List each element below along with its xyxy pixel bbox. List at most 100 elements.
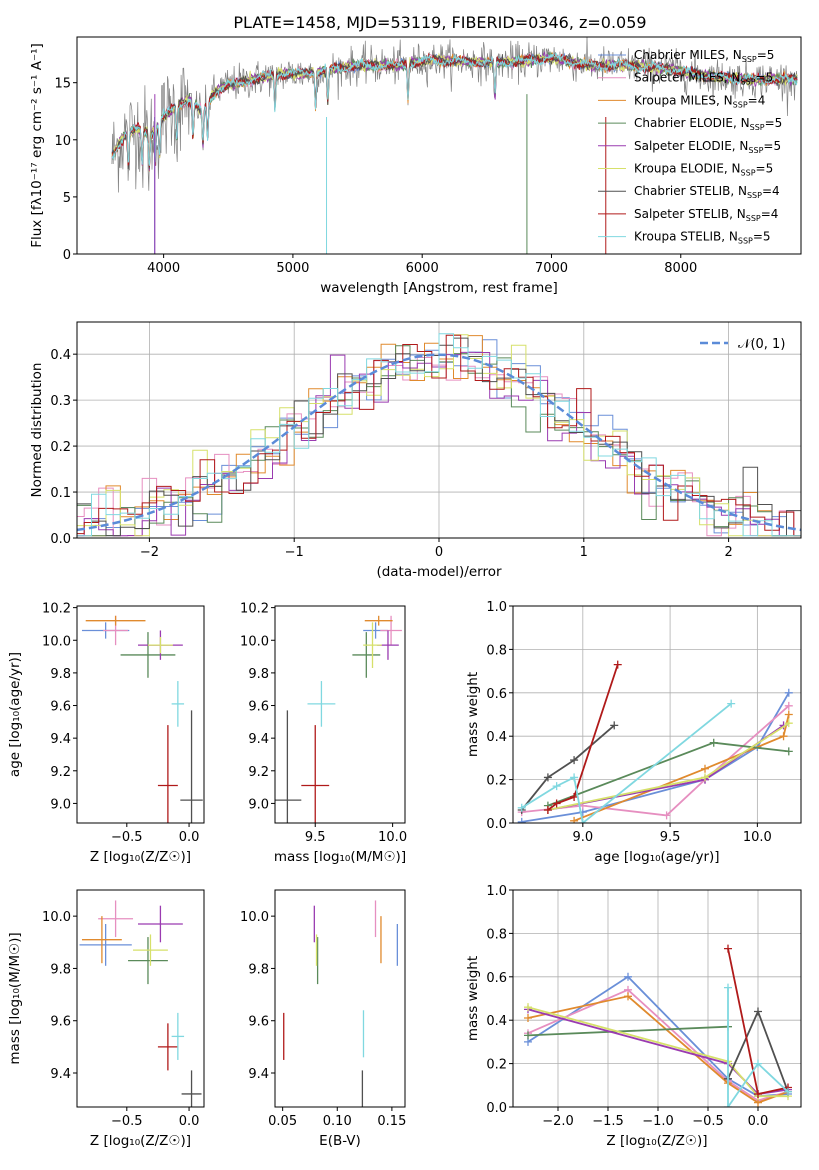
y-tick-label: 9.6	[50, 1015, 71, 1030]
y-tick-label: 9.0	[248, 797, 269, 812]
x-tick-label: 5000	[276, 261, 309, 276]
x-tick-label: 9.5	[660, 830, 681, 845]
point-marker	[552, 799, 561, 808]
x-axis-label: age [log₁₀(age/yr)]	[594, 849, 719, 865]
panel-mass-vs-EBV: 0.05 0.10 0.15 9.4 9.6 9.8 10.0 E(B-V)	[240, 889, 406, 1149]
x-tick-label: 0.05	[268, 1114, 297, 1129]
panel-residuals: −2 −1 0 1 2 0.0 0.1 0.2 0.3 0.4 (data-model)/error…	[29, 321, 802, 580]
errorbar-chabrier-elodie	[120, 632, 176, 678]
errorbar-kroupa-elodie	[133, 934, 168, 966]
normal-curve	[77, 353, 801, 532]
legend-label: Salpeter ELODIE, NSSP=5	[634, 139, 781, 155]
errorbar-salpeter-stelib	[157, 1023, 178, 1071]
legend-label: Kroupa STELIB, NSSP=5	[634, 230, 771, 246]
x-tick-label: −0.5	[111, 830, 143, 845]
x-tick-label: 4000	[147, 261, 180, 276]
legend: 𝒩(0, 1)	[700, 337, 785, 352]
x-tick-label: −2.0	[542, 1114, 574, 1129]
panel-massweight-vs-Z: −2.0 −1.5 −1.0 −0.5 0.0 0.0 0.2 0.4 0.6 0.8 1.0 Z […	[465, 884, 802, 1149]
figure-title: PLATE=1458, MJD=53119, FIBERID=0346, z=0…	[233, 13, 646, 32]
errorbar-kroupa-miles	[85, 615, 146, 626]
point-marker	[784, 747, 793, 756]
series-salpeter-stelib	[547, 664, 619, 811]
point-marker	[570, 792, 579, 801]
x-tick-label: −2	[140, 545, 159, 560]
y-tick-label: 15	[54, 77, 71, 92]
x-tick-label: 0.0	[179, 830, 200, 845]
axes-frame	[512, 605, 802, 824]
x-tick-label: 0.15	[377, 1114, 406, 1129]
errorbar-kroupa-miles	[81, 916, 122, 964]
y-tick-label: 9.0	[50, 797, 71, 812]
y-axis-label: Normed distribution	[29, 363, 45, 498]
errorbar-chabrier-stelib	[181, 1070, 202, 1107]
y-tick-label: 0.4	[486, 1014, 507, 1029]
point-marker	[524, 1031, 532, 1040]
point-marker	[552, 782, 561, 791]
point-marker	[624, 972, 632, 981]
x-tick-label: 0.10	[323, 1114, 352, 1129]
plot-area	[275, 615, 402, 823]
plot-area	[524, 944, 792, 1107]
errorbar-chabrier-elodie	[128, 937, 168, 985]
x-tick-label: 9.5	[305, 830, 326, 845]
point-marker	[784, 719, 793, 728]
x-axis-label: (data-model)/error	[376, 564, 502, 580]
y-tick-label: 0.2	[486, 1058, 507, 1073]
x-tick-label: 6000	[406, 261, 439, 276]
series-chabrier-stelib	[520, 724, 615, 811]
y-axis-label: mass weight	[465, 956, 481, 1041]
x-tick-label: 0.0	[179, 1114, 200, 1129]
y-tick-label: 0.8	[486, 643, 507, 658]
x-axis-label: mass [log₁₀(M/M☉)]	[274, 849, 406, 865]
y-tick-label: 9.6	[248, 700, 269, 715]
y-tick-label: 1.0	[486, 884, 507, 899]
series-salpeter-miles	[521, 705, 790, 817]
panel-age-vs-Z: −0.5 0.0 9.0 9.2 9.4 9.6 9.8 10.0 10.2 Z [log₁₀(Z…	[7, 602, 205, 865]
point-marker	[524, 1003, 532, 1012]
x-axis-label: Z [log₁₀(Z/Z☉)]	[90, 849, 191, 865]
legend-label: Chabrier ELODIE, NSSP=5	[634, 116, 782, 132]
y-tick-label: 9.8	[50, 667, 71, 682]
x-tick-label: 9.0	[572, 830, 593, 845]
y-tick-label: 9.2	[50, 765, 71, 780]
axes-frame	[274, 605, 406, 824]
y-tick-label: 10.0	[240, 910, 269, 925]
point-marker	[570, 816, 579, 823]
errorbar-kroupa-stelib	[307, 681, 336, 727]
axes-frame	[274, 889, 406, 1108]
plot-area	[283, 900, 399, 1107]
y-tick-label: 9.8	[50, 962, 71, 977]
point-marker	[724, 944, 732, 953]
y-tick-label: 10.2	[240, 602, 269, 617]
errorbar-kroupa-elodie	[147, 637, 173, 654]
x-tick-label: 7000	[535, 261, 568, 276]
errorbar-salpeter-stelib	[301, 725, 330, 823]
y-tick-label: 10.0	[42, 910, 71, 925]
point-marker	[701, 773, 709, 782]
series-kroupa-stelib	[727, 987, 789, 1107]
x-axis-label: Z [log₁₀(Z/Z☉)]	[90, 1133, 191, 1149]
x-tick-label: −1	[285, 545, 304, 560]
y-axis-label: mass weight	[465, 672, 481, 757]
point-marker	[570, 773, 579, 782]
y-tick-label: 9.6	[248, 1015, 269, 1030]
point-marker	[662, 811, 671, 820]
x-axis-label: E(B-V)	[319, 1133, 361, 1149]
x-tick-label: 8000	[664, 261, 697, 276]
point-marker	[578, 819, 587, 823]
y-tick-label: 9.6	[50, 700, 71, 715]
x-tick-label: −0.5	[111, 1114, 143, 1129]
legend-label: Kroupa MILES, NSSP=4	[634, 93, 765, 109]
point-marker	[517, 803, 526, 812]
axes-frame	[512, 889, 802, 1108]
y-tick-label: 9.4	[50, 1067, 71, 1082]
panel-spectrum: 4000 5000 6000 7000 8000 0 5 10 15 wavelength [An…	[29, 36, 802, 296]
point-marker	[724, 1103, 732, 1107]
errorbar-chabrier-elodie	[352, 632, 381, 678]
axes-frame	[76, 36, 802, 255]
y-tick-label: 0.1	[50, 486, 71, 501]
point-marker	[524, 1014, 532, 1023]
